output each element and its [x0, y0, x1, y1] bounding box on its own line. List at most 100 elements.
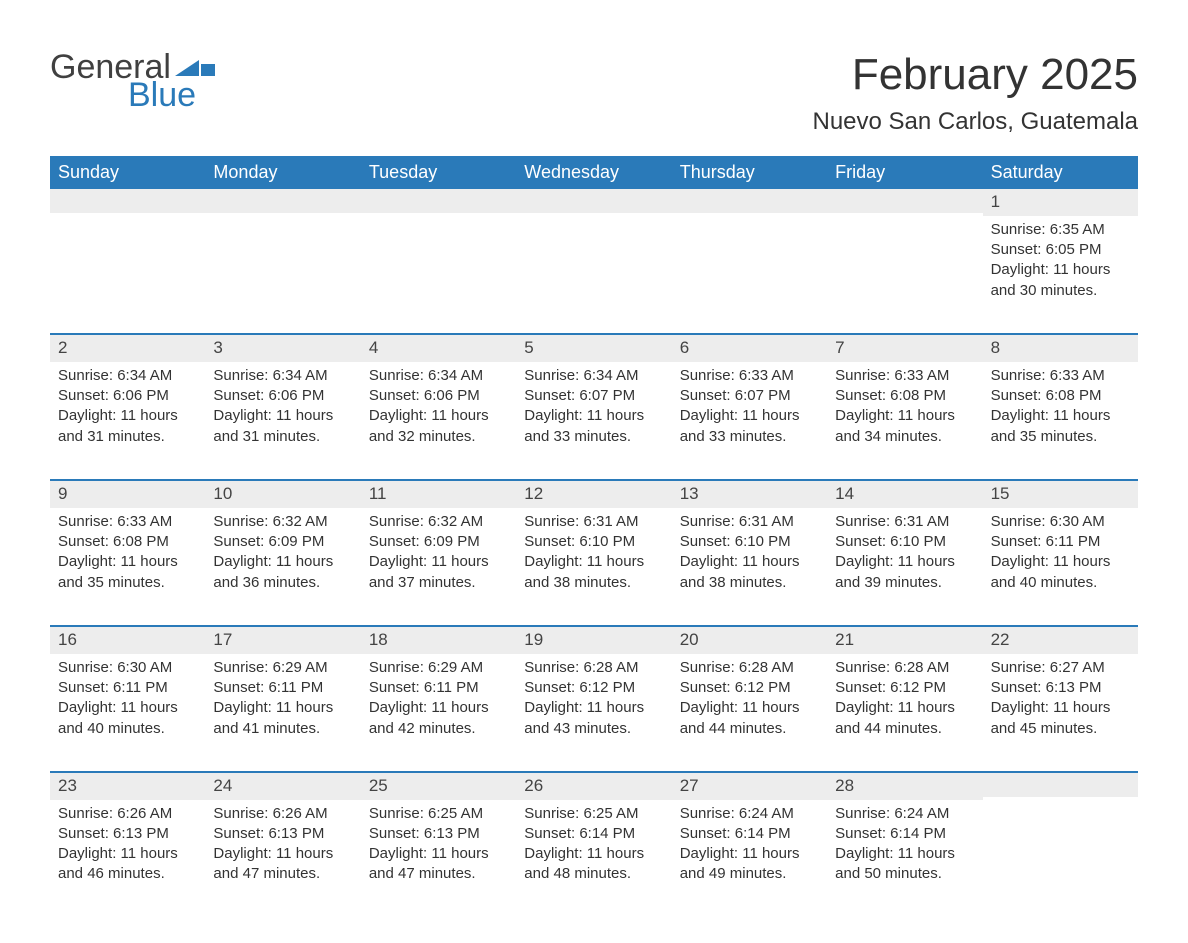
calendar-cell: 16Sunrise: 6:30 AMSunset: 6:11 PMDayligh…: [50, 627, 205, 747]
calendar-cell: 9Sunrise: 6:33 AMSunset: 6:08 PMDaylight…: [50, 481, 205, 601]
day-number: 11: [361, 481, 516, 508]
calendar-week: 2Sunrise: 6:34 AMSunset: 6:06 PMDaylight…: [50, 333, 1138, 455]
day-number: [983, 773, 1138, 797]
calendar-cell: 6Sunrise: 6:33 AMSunset: 6:07 PMDaylight…: [672, 335, 827, 455]
calendar-cell: 28Sunrise: 6:24 AMSunset: 6:14 PMDayligh…: [827, 773, 982, 893]
sunset-text: Sunset: 6:07 PM: [680, 386, 819, 406]
calendar-cell: 26Sunrise: 6:25 AMSunset: 6:14 PMDayligh…: [516, 773, 671, 893]
sunrise-text: Sunrise: 6:34 AM: [213, 366, 352, 386]
calendar-cell: [516, 189, 671, 309]
calendar-cell: 13Sunrise: 6:31 AMSunset: 6:10 PMDayligh…: [672, 481, 827, 601]
sunrise-text: Sunrise: 6:33 AM: [680, 366, 819, 386]
day-number: 15: [983, 481, 1138, 508]
sunrise-text: Sunrise: 6:31 AM: [680, 512, 819, 532]
sunrise-text: Sunrise: 6:28 AM: [835, 658, 974, 678]
day-number: 22: [983, 627, 1138, 654]
sunset-text: Sunset: 6:09 PM: [369, 532, 508, 552]
daylight-text: Daylight: 11 hours and 30 minutes.: [991, 260, 1130, 301]
day-number: 4: [361, 335, 516, 362]
daylight-text: Daylight: 11 hours and 35 minutes.: [58, 552, 197, 593]
sunset-text: Sunset: 6:13 PM: [58, 824, 197, 844]
calendar-cell: 24Sunrise: 6:26 AMSunset: 6:13 PMDayligh…: [205, 773, 360, 893]
calendar-cell: 2Sunrise: 6:34 AMSunset: 6:06 PMDaylight…: [50, 335, 205, 455]
day-header-thursday: Thursday: [672, 156, 827, 189]
calendar: Sunday Monday Tuesday Wednesday Thursday…: [50, 156, 1138, 893]
daylight-text: Daylight: 11 hours and 38 minutes.: [680, 552, 819, 593]
calendar-cell: 12Sunrise: 6:31 AMSunset: 6:10 PMDayligh…: [516, 481, 671, 601]
daylight-text: Daylight: 11 hours and 36 minutes.: [213, 552, 352, 593]
sunset-text: Sunset: 6:10 PM: [524, 532, 663, 552]
sunset-text: Sunset: 6:13 PM: [369, 824, 508, 844]
day-header-sunday: Sunday: [50, 156, 205, 189]
sunset-text: Sunset: 6:12 PM: [524, 678, 663, 698]
calendar-cell: 18Sunrise: 6:29 AMSunset: 6:11 PMDayligh…: [361, 627, 516, 747]
daylight-text: Daylight: 11 hours and 49 minutes.: [680, 844, 819, 885]
daylight-text: Daylight: 11 hours and 47 minutes.: [369, 844, 508, 885]
day-number: [672, 189, 827, 213]
sunrise-text: Sunrise: 6:34 AM: [58, 366, 197, 386]
calendar-cell: 23Sunrise: 6:26 AMSunset: 6:13 PMDayligh…: [50, 773, 205, 893]
calendar-cell: 27Sunrise: 6:24 AMSunset: 6:14 PMDayligh…: [672, 773, 827, 893]
day-number: 2: [50, 335, 205, 362]
day-number: 26: [516, 773, 671, 800]
daylight-text: Daylight: 11 hours and 41 minutes.: [213, 698, 352, 739]
day-number: 1: [983, 189, 1138, 216]
calendar-cell: 7Sunrise: 6:33 AMSunset: 6:08 PMDaylight…: [827, 335, 982, 455]
daylight-text: Daylight: 11 hours and 35 minutes.: [991, 406, 1130, 447]
day-number: 21: [827, 627, 982, 654]
day-header-tuesday: Tuesday: [361, 156, 516, 189]
sunset-text: Sunset: 6:12 PM: [835, 678, 974, 698]
sunset-text: Sunset: 6:11 PM: [369, 678, 508, 698]
sunset-text: Sunset: 6:08 PM: [991, 386, 1130, 406]
day-number: [205, 189, 360, 213]
day-number: 28: [827, 773, 982, 800]
sunset-text: Sunset: 6:08 PM: [58, 532, 197, 552]
sunrise-text: Sunrise: 6:33 AM: [991, 366, 1130, 386]
day-number: 7: [827, 335, 982, 362]
sunset-text: Sunset: 6:13 PM: [213, 824, 352, 844]
location-label: Nuevo San Carlos, Guatemala: [813, 108, 1139, 136]
daylight-text: Daylight: 11 hours and 31 minutes.: [213, 406, 352, 447]
sunset-text: Sunset: 6:11 PM: [991, 532, 1130, 552]
calendar-cell: 25Sunrise: 6:25 AMSunset: 6:13 PMDayligh…: [361, 773, 516, 893]
calendar-cell: 17Sunrise: 6:29 AMSunset: 6:11 PMDayligh…: [205, 627, 360, 747]
header: General Blue February 2025 Nuevo San Car…: [50, 50, 1138, 136]
calendar-cell: 5Sunrise: 6:34 AMSunset: 6:07 PMDaylight…: [516, 335, 671, 455]
day-number: 24: [205, 773, 360, 800]
title-block: February 2025 Nuevo San Carlos, Guatemal…: [813, 50, 1139, 136]
day-header-row: Sunday Monday Tuesday Wednesday Thursday…: [50, 156, 1138, 189]
day-number: 10: [205, 481, 360, 508]
daylight-text: Daylight: 11 hours and 44 minutes.: [835, 698, 974, 739]
day-number: 25: [361, 773, 516, 800]
daylight-text: Daylight: 11 hours and 40 minutes.: [58, 698, 197, 739]
calendar-cell: 4Sunrise: 6:34 AMSunset: 6:06 PMDaylight…: [361, 335, 516, 455]
sunset-text: Sunset: 6:06 PM: [213, 386, 352, 406]
sunrise-text: Sunrise: 6:34 AM: [524, 366, 663, 386]
daylight-text: Daylight: 11 hours and 48 minutes.: [524, 844, 663, 885]
sunrise-text: Sunrise: 6:35 AM: [991, 220, 1130, 240]
day-number: [827, 189, 982, 213]
daylight-text: Daylight: 11 hours and 33 minutes.: [524, 406, 663, 447]
day-number: 20: [672, 627, 827, 654]
day-number: 17: [205, 627, 360, 654]
day-number: 16: [50, 627, 205, 654]
calendar-week: 9Sunrise: 6:33 AMSunset: 6:08 PMDaylight…: [50, 479, 1138, 601]
day-number: [361, 189, 516, 213]
daylight-text: Daylight: 11 hours and 50 minutes.: [835, 844, 974, 885]
logo-text-blue: Blue: [50, 78, 215, 112]
sunset-text: Sunset: 6:05 PM: [991, 240, 1130, 260]
calendar-week: 1 Sunrise: 6:35 AMSunset: 6:05 PMDaylight…: [50, 189, 1138, 309]
day-number: 8: [983, 335, 1138, 362]
sunrise-text: Sunrise: 6:30 AM: [58, 658, 197, 678]
sunset-text: Sunset: 6:13 PM: [991, 678, 1130, 698]
day-header-monday: Monday: [205, 156, 360, 189]
weeks-container: 1Sunrise: 6:35 AMSunset: 6:05 PMDaylight…: [50, 189, 1138, 893]
sunrise-text: Sunrise: 6:32 AM: [213, 512, 352, 532]
sunrise-text: Sunrise: 6:29 AM: [213, 658, 352, 678]
sunrise-text: Sunrise: 6:28 AM: [524, 658, 663, 678]
day-number: [516, 189, 671, 213]
day-number: 6: [672, 335, 827, 362]
calendar-cell: [50, 189, 205, 309]
sunrise-text: Sunrise: 6:27 AM: [991, 658, 1130, 678]
sunset-text: Sunset: 6:06 PM: [369, 386, 508, 406]
